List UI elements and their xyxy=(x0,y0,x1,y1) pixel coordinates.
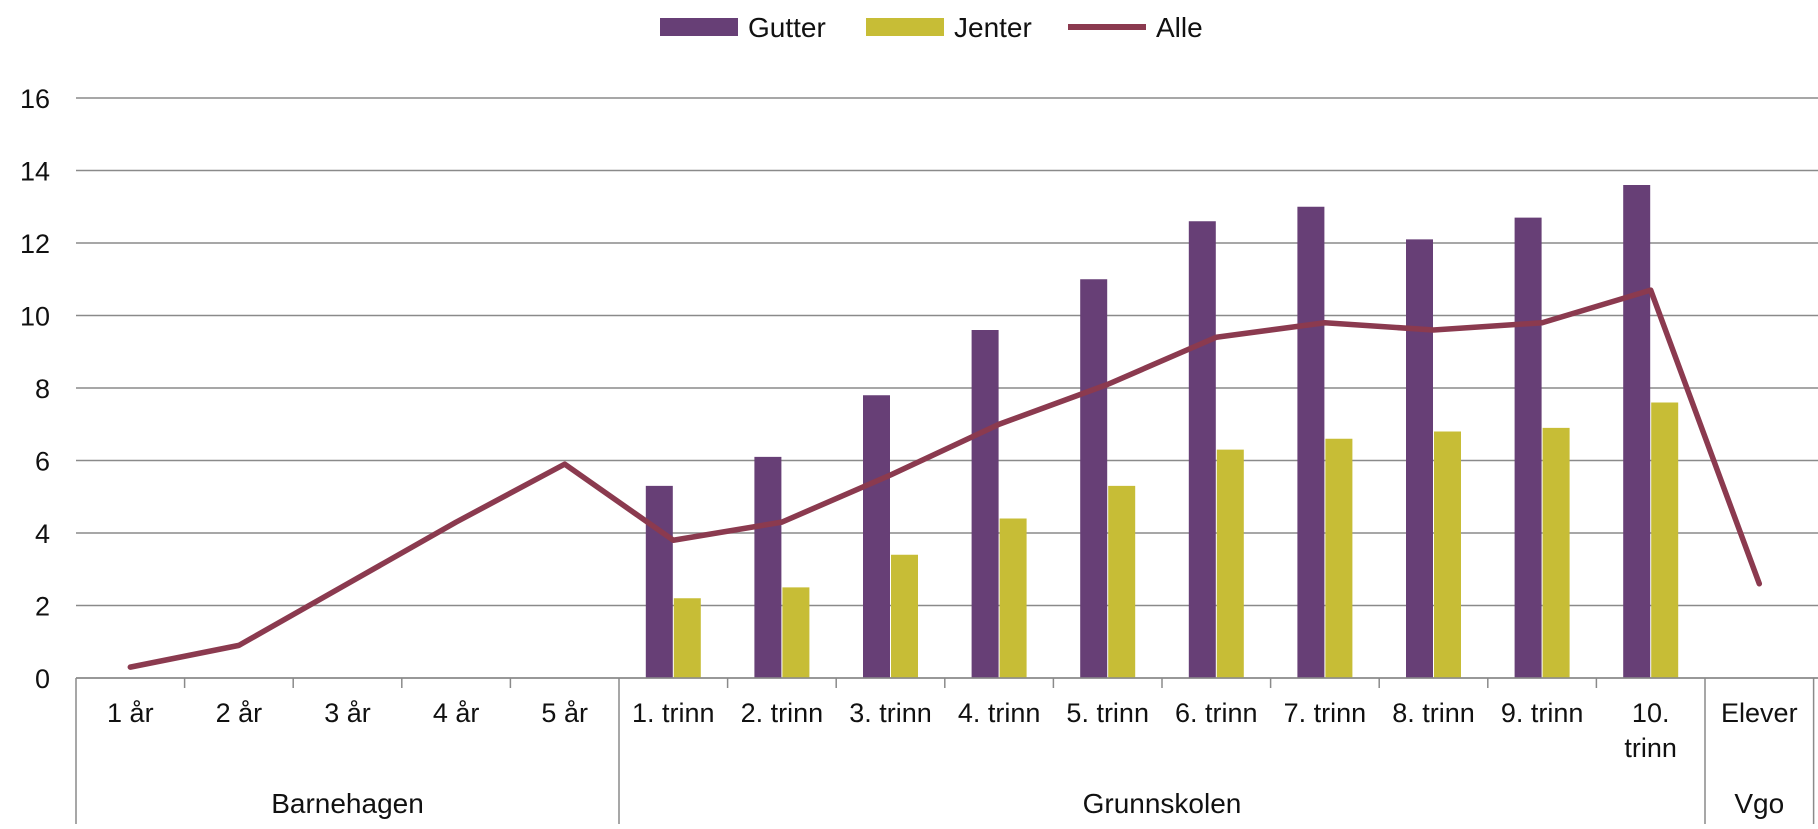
bar-gutter-9 xyxy=(1080,279,1108,678)
y-tick-label: 12 xyxy=(20,229,50,259)
bar-gutter-6 xyxy=(754,456,782,678)
group-label: Grunnskolen xyxy=(1083,788,1242,819)
y-tick-label: 14 xyxy=(20,157,50,187)
group-label: Vgo xyxy=(1734,788,1784,819)
bar-gutter-14 xyxy=(1623,185,1651,678)
alle-line xyxy=(127,287,1763,670)
bar-gutter-7 xyxy=(863,395,890,678)
category-label: 2 år xyxy=(216,698,263,728)
bar-jenter-13 xyxy=(1542,427,1570,678)
bar-jenter-7 xyxy=(891,554,918,678)
category-label: 5. trinn xyxy=(1066,698,1149,728)
category-label: Elever xyxy=(1721,698,1798,728)
bar-gutter-11 xyxy=(1297,206,1325,678)
legend-label: Jenter xyxy=(954,12,1032,43)
legend-swatch xyxy=(660,18,738,36)
category-label: 4. trinn xyxy=(958,698,1041,728)
bar-jenter-10 xyxy=(1216,449,1244,678)
category-label: 4 år xyxy=(433,698,480,728)
category-label: 7. trinn xyxy=(1284,698,1367,728)
bar-jenter-5 xyxy=(673,598,701,678)
category-label: 1 år xyxy=(107,698,154,728)
category-label: trinn xyxy=(1624,733,1677,763)
y-tick-label: 2 xyxy=(35,592,50,622)
category-label: 10. xyxy=(1632,698,1670,728)
category-label: 3. trinn xyxy=(849,698,932,728)
category-label: 3 år xyxy=(324,698,371,728)
y-tick-label: 16 xyxy=(20,84,50,114)
bar-gutter-5 xyxy=(645,485,673,678)
bar-jenter-11 xyxy=(1325,438,1353,678)
legend-item-jenter: Jenter xyxy=(866,12,1032,43)
bar-jenter-12 xyxy=(1434,431,1461,678)
category-label: 2. trinn xyxy=(741,698,824,728)
bar-jenter-8 xyxy=(999,518,1027,678)
bar-gutter-13 xyxy=(1514,217,1542,678)
legend-label: Alle xyxy=(1156,12,1203,43)
bar-jenter-14 xyxy=(1651,402,1679,678)
bar-gutter-10 xyxy=(1188,221,1216,678)
category-label: 8. trinn xyxy=(1392,698,1475,728)
bar-gutter-8 xyxy=(971,330,999,678)
y-axis-ticks: 0 2 4 6 8 10 12 14 16 xyxy=(20,84,50,694)
category-label: 5 år xyxy=(541,698,588,728)
legend: Gutter Jenter Alle xyxy=(660,12,1203,43)
y-tick-label: 8 xyxy=(35,374,50,404)
legend-label: Gutter xyxy=(748,12,826,43)
category-axis: 1 år 2 år 3 år 4 år 5 år 1. trinn 2. trinn 3. t… xyxy=(75,677,1818,824)
y-tick-label: 0 xyxy=(35,664,50,694)
line-alle xyxy=(127,287,1763,670)
legend-item-gutter: Gutter xyxy=(660,12,826,43)
category-label: 6. trinn xyxy=(1175,698,1258,728)
bar-jenter-6 xyxy=(782,587,810,678)
y-tick-label: 4 xyxy=(35,519,50,549)
category-label: 9. trinn xyxy=(1501,698,1584,728)
legend-swatch xyxy=(866,18,944,36)
category-label: 1. trinn xyxy=(632,698,715,728)
bars xyxy=(645,185,1679,678)
bar-jenter-9 xyxy=(1108,485,1136,678)
bar-gutter-12 xyxy=(1406,239,1433,678)
gridlines xyxy=(76,97,1818,679)
y-tick-label: 6 xyxy=(35,447,50,477)
group-label: Barnehagen xyxy=(271,788,424,819)
y-tick-label: 10 xyxy=(20,302,50,332)
legend-item-alle: Alle xyxy=(1068,12,1203,43)
